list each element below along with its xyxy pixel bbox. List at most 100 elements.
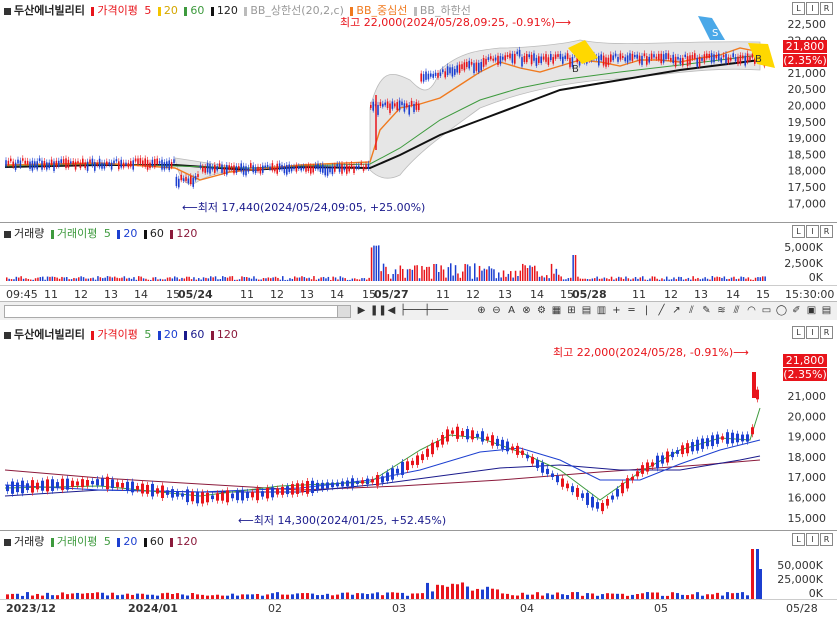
daily-price-plot[interactable]: 21,000 20,000 19,000 18,000 17,000 16,000 15,0… xyxy=(0,320,837,530)
trendline-icon[interactable]: + xyxy=(612,305,621,316)
volume-bar xyxy=(68,279,70,281)
invert-toggle[interactable]: I xyxy=(806,533,819,546)
grid-icon[interactable]: ▦ xyxy=(551,305,562,316)
box-icon[interactable]: ▭ xyxy=(761,305,772,316)
text-icon[interactable]: A xyxy=(508,305,515,316)
ma120-label: 120 xyxy=(216,4,238,17)
pencil-icon[interactable]: ▥ xyxy=(596,305,607,316)
settings-icon[interactable]: ⚙ xyxy=(537,305,546,316)
reset-toggle[interactable]: R xyxy=(820,2,833,15)
candle xyxy=(514,53,516,64)
candle xyxy=(314,164,317,169)
intraday-price-plot[interactable]: 22,50022,00021,50021,00020,50020,00019,5… xyxy=(0,0,837,222)
candle xyxy=(701,57,703,61)
eraser-icon[interactable]: ⫽ xyxy=(689,305,694,316)
invert-toggle[interactable]: I xyxy=(806,2,819,15)
volume-bar xyxy=(500,277,502,281)
volume-bar xyxy=(603,277,606,281)
candle xyxy=(43,160,46,168)
volume-bar xyxy=(430,278,433,281)
volume-bar xyxy=(206,595,209,599)
volume-bar xyxy=(651,276,654,281)
vol-log-toggle[interactable]: L xyxy=(792,225,805,238)
volume-bar xyxy=(526,267,529,281)
candle xyxy=(310,166,312,174)
candle xyxy=(502,56,504,60)
channel-icon[interactable]: ⫻ xyxy=(733,305,740,316)
volume-bar xyxy=(236,595,239,599)
candle xyxy=(50,159,53,165)
scroll-thumb[interactable] xyxy=(337,306,350,317)
vol-reset-toggle[interactable]: R xyxy=(820,225,833,238)
volume-bar xyxy=(514,270,517,281)
fib-icon[interactable]: ═ xyxy=(628,305,635,316)
candle xyxy=(120,159,122,168)
rect-icon[interactable]: | xyxy=(644,305,649,316)
pause-icon[interactable]: ❚❚ xyxy=(370,305,387,316)
ellipse-icon[interactable]: ◯ xyxy=(775,305,788,316)
vol-invert-toggle[interactable]: I xyxy=(806,225,819,238)
candle xyxy=(351,478,354,488)
log-toggle[interactable]: L xyxy=(792,2,805,15)
invert-toggle[interactable]: I xyxy=(806,326,819,339)
zoom-out-icon[interactable]: ⊖ xyxy=(492,305,501,316)
crosshair-icon[interactable]: ⊞ xyxy=(567,305,576,316)
candle xyxy=(406,461,409,471)
zoom-slider[interactable]: ├───┼─── xyxy=(400,305,449,316)
volume-bar xyxy=(255,278,258,281)
volume-bar xyxy=(565,279,567,281)
candle xyxy=(436,440,439,448)
candle xyxy=(463,62,466,71)
volume-bar xyxy=(349,279,351,281)
intraday-volume-plot[interactable] xyxy=(0,223,837,285)
volume-bar xyxy=(474,263,476,281)
volume-bar xyxy=(673,277,675,281)
volume-label: 거래량 xyxy=(14,227,45,240)
volume-bar xyxy=(519,270,522,281)
fan-icon[interactable]: ≋ xyxy=(717,305,726,316)
play-icon[interactable]: ▶ xyxy=(357,305,366,316)
candle xyxy=(182,178,185,182)
candle xyxy=(446,66,449,76)
candle xyxy=(154,159,156,168)
candle xyxy=(722,55,725,58)
candle xyxy=(421,454,424,461)
volume-bar xyxy=(579,278,582,281)
candle xyxy=(317,163,319,170)
pen-icon[interactable]: ✎ xyxy=(702,305,711,316)
prev-icon[interactable]: ◀ xyxy=(387,305,396,316)
save-icon[interactable]: ▣ xyxy=(806,305,817,316)
zoom-in-icon[interactable]: ⊕ xyxy=(477,305,486,316)
print-icon[interactable]: ▤ xyxy=(821,305,832,316)
cursor-icon[interactable]: ↗ xyxy=(672,305,681,316)
arc-icon[interactable]: ◠ xyxy=(747,305,756,316)
volume-bar xyxy=(147,279,150,281)
volume-bar xyxy=(174,276,176,281)
volume-bar xyxy=(394,269,397,281)
volume-bar xyxy=(733,276,735,281)
candle xyxy=(682,57,684,66)
log-toggle[interactable]: L xyxy=(792,533,805,546)
candle xyxy=(731,432,734,444)
delete-icon[interactable]: ⊗ xyxy=(522,305,531,316)
line-icon[interactable]: ▤ xyxy=(581,305,592,316)
reset-toggle[interactable]: R xyxy=(820,533,833,546)
circle-icon[interactable]: ╱ xyxy=(658,305,665,316)
volume-bar xyxy=(118,278,121,281)
volume-bar xyxy=(686,595,689,599)
daily-volume-plot[interactable] xyxy=(0,531,837,599)
brush-icon[interactable]: ✐ xyxy=(792,305,801,316)
volume-bar xyxy=(571,592,574,599)
chart-scrollbar[interactable] xyxy=(4,305,351,318)
signal-b-label-1: B xyxy=(572,64,579,75)
log-toggle[interactable]: L xyxy=(792,326,805,339)
candle xyxy=(591,496,594,508)
reset-toggle[interactable]: R xyxy=(820,326,833,339)
volume-bar xyxy=(644,279,646,281)
volume-bar xyxy=(294,276,296,281)
volume-bar xyxy=(521,592,524,599)
